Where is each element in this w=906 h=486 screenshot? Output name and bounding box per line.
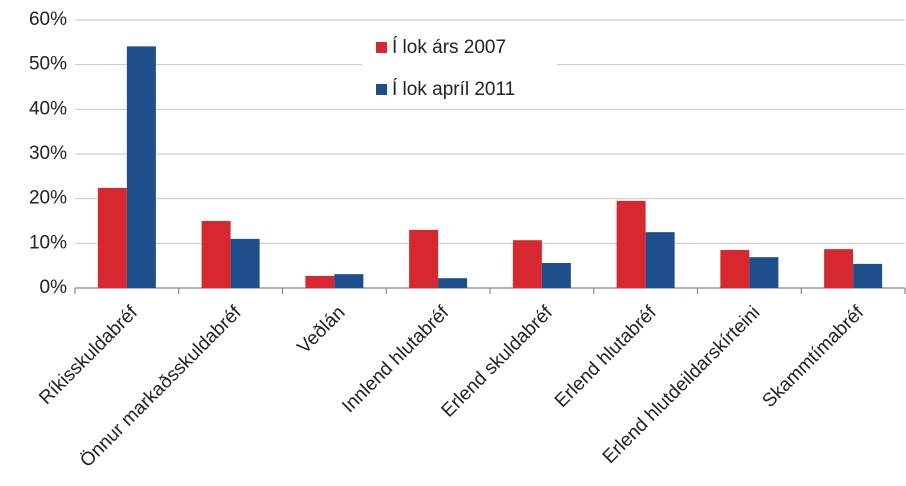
bar bbox=[334, 274, 364, 288]
bar bbox=[201, 221, 231, 288]
bar bbox=[853, 263, 883, 288]
bar bbox=[409, 229, 439, 288]
bar bbox=[126, 46, 156, 288]
bar bbox=[512, 240, 542, 288]
legend-label: Í lok apríl 2011 bbox=[392, 79, 515, 100]
y-tick-label: 0% bbox=[40, 277, 68, 298]
x-tick-label: Ríkisskuldabréf bbox=[35, 302, 142, 409]
x-tick-label: Skammtímabréf bbox=[759, 302, 869, 412]
y-tick-label: 50% bbox=[29, 54, 67, 75]
y-tick-label: 30% bbox=[29, 143, 67, 164]
bar bbox=[97, 187, 127, 288]
y-tick-label: 20% bbox=[29, 188, 67, 209]
legend-box bbox=[362, 28, 557, 108]
bar bbox=[720, 250, 750, 288]
bar bbox=[749, 257, 779, 288]
x-tick-label: Erlend skuldabréf bbox=[438, 302, 558, 422]
bar bbox=[541, 262, 571, 288]
bar bbox=[230, 238, 260, 288]
bar bbox=[305, 275, 335, 288]
x-tick-label: Innlend hlutabréf bbox=[338, 302, 453, 417]
bar bbox=[438, 278, 468, 288]
y-tick-label: 40% bbox=[29, 98, 67, 119]
x-tick-label: Erlend hlutabréf bbox=[551, 302, 661, 412]
bar bbox=[616, 200, 646, 288]
y-tick-label: 60% bbox=[29, 9, 67, 30]
y-tick-label: 10% bbox=[29, 232, 67, 253]
legend-label: Í lok árs 2007 bbox=[392, 37, 506, 58]
bar bbox=[824, 249, 854, 288]
x-tick-label: Veðlán bbox=[294, 302, 350, 358]
legend: Í lok árs 2007 Í lok apríl 2011 bbox=[362, 28, 557, 108]
legend-swatch bbox=[376, 42, 387, 53]
legend-swatch bbox=[376, 84, 387, 95]
bar bbox=[645, 232, 675, 288]
